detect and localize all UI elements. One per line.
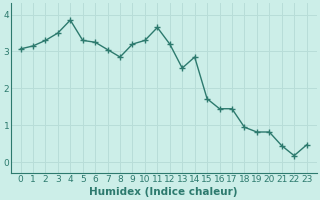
X-axis label: Humidex (Indice chaleur): Humidex (Indice chaleur) — [89, 187, 238, 197]
